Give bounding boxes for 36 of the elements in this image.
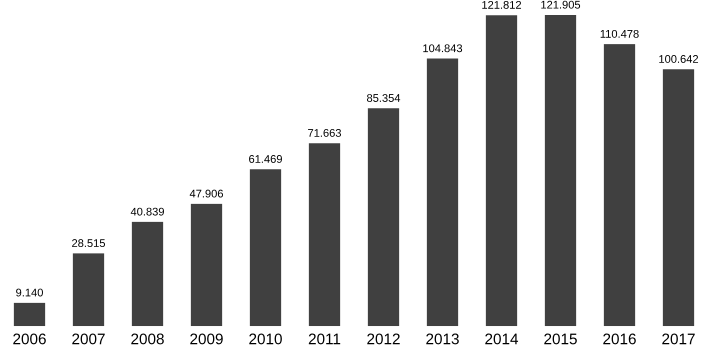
data-label: 121.905: [541, 0, 580, 9]
x-tick-label: 2011: [308, 334, 340, 344]
bar: [604, 44, 636, 326]
x-tick-label: 2006: [13, 334, 46, 344]
x-tick-label: 2007: [72, 334, 105, 344]
x-tick-label: 2009: [190, 334, 223, 344]
bar: [190, 204, 222, 326]
bar: [662, 69, 694, 326]
data-label: 28.515: [72, 239, 106, 248]
bar: [544, 15, 576, 326]
x-tick-label: 2014: [485, 334, 518, 344]
x-tick-label: 2016: [603, 334, 636, 344]
data-label: 71.663: [308, 129, 342, 137]
data-label: 9.140: [16, 288, 43, 296]
x-tick-label: 2013: [426, 334, 459, 344]
x-tick-label: 2017: [662, 334, 695, 344]
data-label: 47.906: [190, 190, 224, 198]
bar: [486, 15, 518, 326]
bar: [14, 302, 46, 326]
x-tick-label: 2015: [544, 334, 577, 344]
data-label: 100.642: [659, 55, 698, 63]
bar: [250, 169, 282, 326]
bar: [308, 143, 340, 326]
data-label: 85.354: [366, 94, 400, 102]
x-tick-label: 2010: [249, 334, 282, 344]
data-label: 61.469: [249, 155, 282, 163]
data-label: 121.812: [482, 1, 522, 9]
x-tick-label: 2012: [367, 334, 400, 344]
bar: [132, 222, 164, 326]
data-label: 40.839: [130, 208, 164, 216]
data-label: 110.478: [600, 30, 639, 38]
bar: [72, 253, 104, 326]
x-tick-label: 2008: [131, 334, 164, 344]
bar: [426, 58, 458, 326]
bar: [368, 108, 400, 326]
data-label: 104.843: [423, 44, 462, 52]
